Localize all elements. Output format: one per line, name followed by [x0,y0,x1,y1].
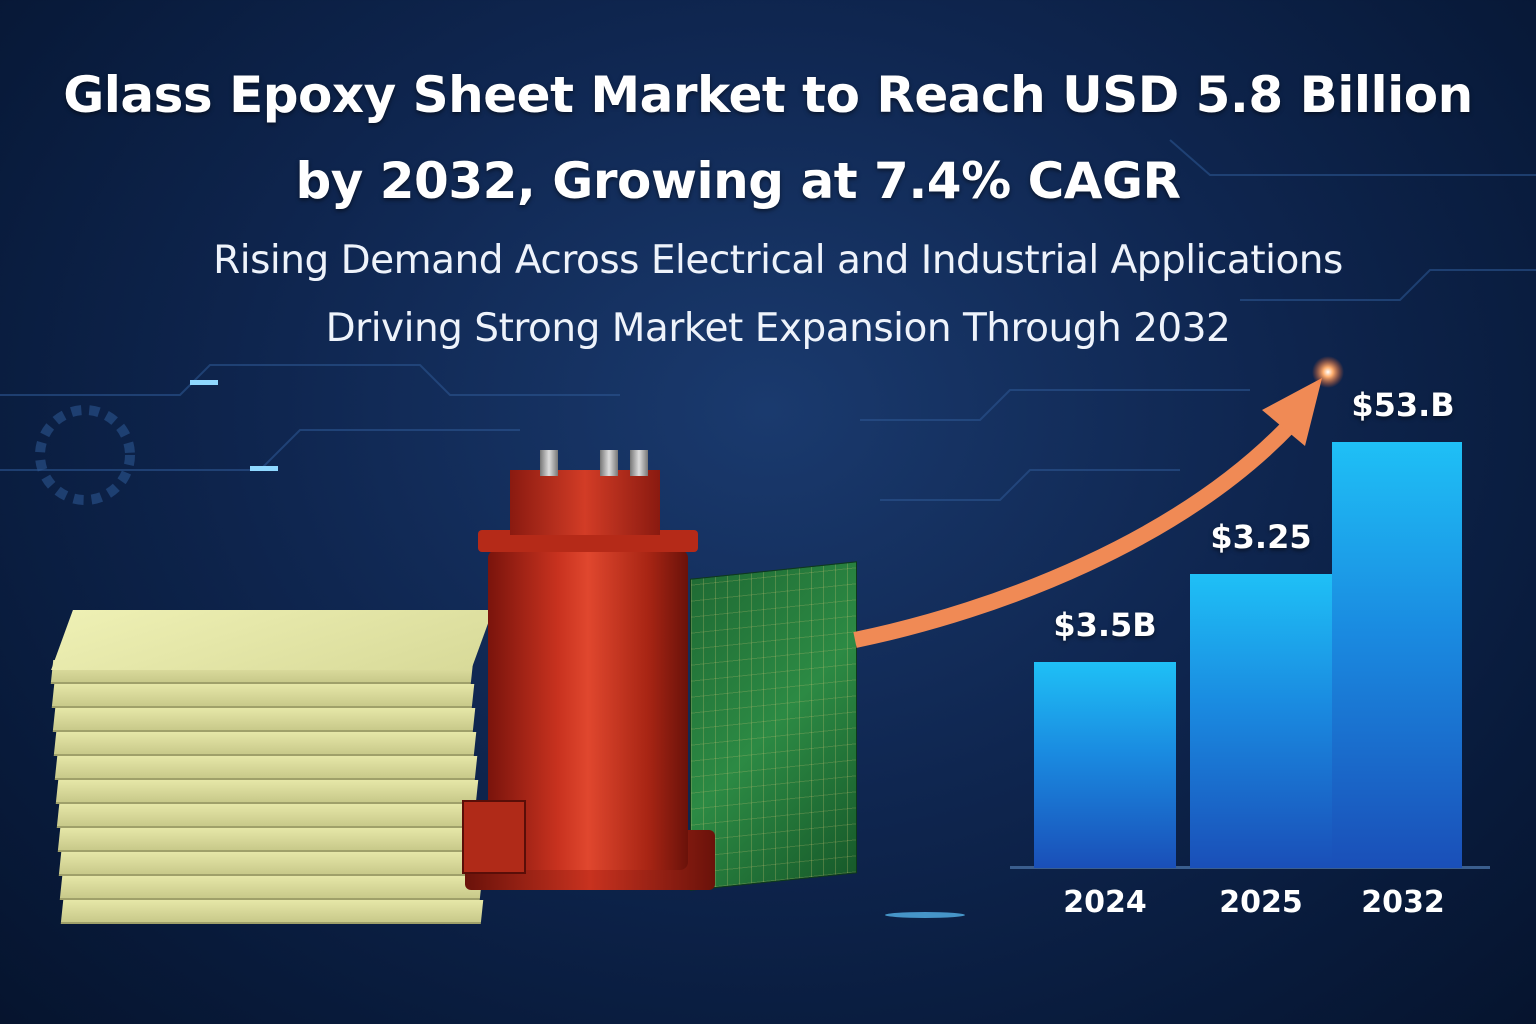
x-tick-2024: 2024 [1063,885,1147,920]
bar-2032 [1332,442,1462,868]
subtitle-line-2: Driving Strong Market Expansion Through … [325,306,1231,351]
x-tick-2025: 2025 [1219,885,1303,920]
transformer-image [462,440,715,900]
bar-2024 [1034,662,1176,868]
gear-icon [35,405,135,505]
data-label-2024: $3.5B [1053,606,1157,645]
data-label-2032: $53.B [1351,386,1455,424]
bar-2025 [1190,574,1332,868]
growth-arrow-head [1262,378,1322,446]
growth-arrow [853,419,1296,648]
subtitle-line-1: Rising Demand Across Electrical and Indu… [213,238,1343,283]
x-tick-2032: 2032 [1361,885,1445,920]
arrow-glow [1312,356,1344,388]
data-label-2025: $3.25 [1210,518,1312,557]
headline-line-1: Glass Epoxy Sheet Market to Reach USD 5.… [63,66,1473,124]
headline-line-2: by 2032, Growing at 7.4% CAGR [295,152,1181,210]
